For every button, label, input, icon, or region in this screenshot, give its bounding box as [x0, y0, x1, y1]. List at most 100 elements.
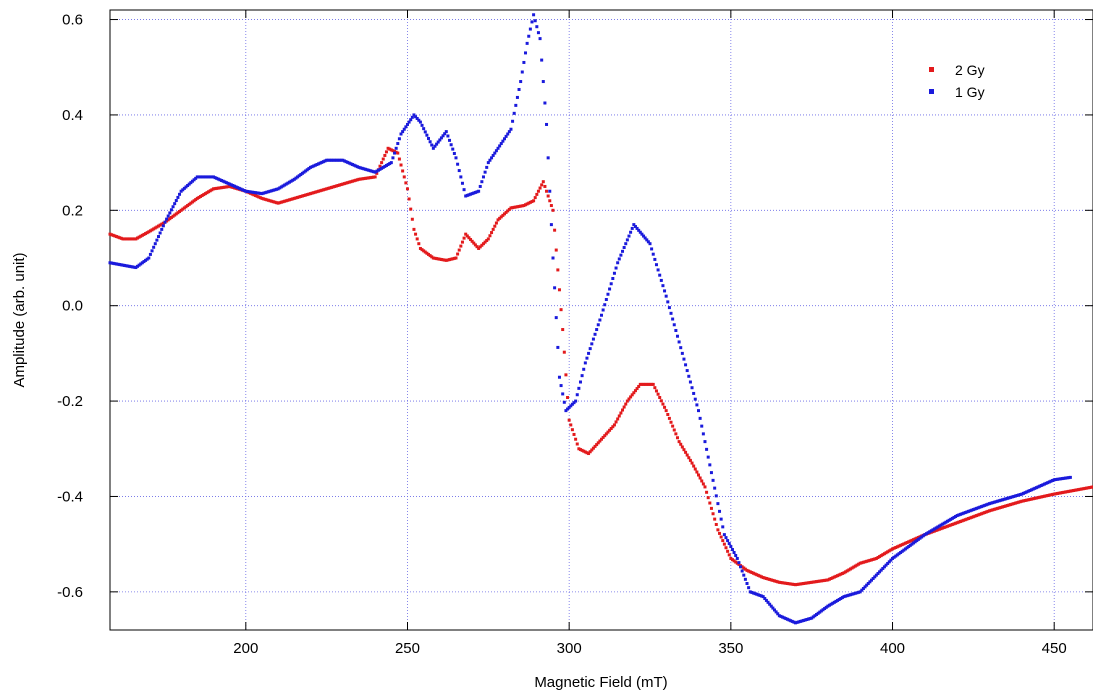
data-point — [709, 471, 713, 475]
data-point — [608, 287, 612, 291]
data-point — [481, 242, 485, 246]
data-point — [745, 582, 749, 585]
data-point — [423, 130, 427, 134]
data-point — [967, 509, 971, 513]
data-point — [423, 250, 427, 254]
data-point — [899, 543, 903, 547]
data-point — [165, 219, 169, 223]
data-point — [368, 176, 372, 180]
data-point — [700, 479, 704, 483]
data-point — [627, 234, 631, 238]
data-point — [310, 191, 314, 195]
data-point — [418, 246, 422, 250]
data-point — [422, 127, 426, 131]
data-point — [383, 153, 387, 157]
data-point — [957, 520, 961, 524]
data-point — [695, 470, 699, 474]
data-point — [355, 178, 359, 182]
data-point — [498, 144, 502, 148]
data-point — [1039, 495, 1043, 499]
data-point — [764, 576, 768, 580]
data-point — [126, 237, 130, 241]
data-point — [187, 182, 191, 186]
data-point — [827, 577, 831, 581]
data-point — [254, 191, 258, 195]
data-point — [962, 518, 966, 522]
data-point — [302, 170, 306, 174]
data-point — [1028, 489, 1032, 492]
data-point — [110, 261, 114, 265]
data-point — [976, 513, 980, 517]
data-point — [1033, 486, 1037, 490]
data-point — [705, 447, 709, 451]
data-point — [965, 517, 969, 521]
data-point — [1033, 496, 1037, 500]
data-point — [1044, 494, 1048, 498]
data-point — [323, 187, 327, 191]
data-point — [197, 195, 201, 199]
data-point — [766, 577, 770, 581]
data-point — [797, 620, 801, 624]
data-point — [275, 187, 279, 191]
data-point — [714, 522, 718, 526]
data-point — [840, 571, 844, 575]
data-point — [179, 189, 183, 193]
data-point — [958, 512, 962, 516]
data-point — [1018, 500, 1022, 504]
data-point — [784, 581, 788, 585]
data-point — [572, 432, 576, 436]
data-point — [331, 158, 335, 162]
data-point — [827, 603, 831, 607]
data-point — [612, 423, 616, 427]
data-point — [614, 266, 618, 270]
data-point — [116, 235, 120, 239]
data-point — [991, 508, 995, 512]
data-point — [540, 58, 544, 62]
data-point — [123, 237, 127, 241]
data-point — [351, 179, 355, 183]
data-point — [929, 529, 933, 533]
data-point — [939, 527, 943, 531]
data-point — [724, 536, 728, 540]
data-point — [157, 224, 161, 228]
data-point — [190, 179, 194, 183]
data-point — [389, 148, 393, 152]
data-point — [585, 451, 589, 455]
data-point — [648, 382, 652, 386]
data-point — [588, 347, 592, 351]
data-point — [907, 540, 911, 544]
data-point — [1046, 481, 1050, 485]
data-point — [777, 614, 781, 618]
data-point — [339, 158, 343, 162]
data-point — [1020, 492, 1024, 496]
data-point — [1059, 477, 1063, 481]
data-point — [307, 167, 311, 171]
data-point — [1062, 490, 1066, 494]
data-point — [740, 565, 744, 569]
data-point — [114, 262, 118, 266]
data-point — [158, 231, 162, 235]
data-point — [135, 236, 139, 240]
data-point — [596, 323, 600, 327]
data-point — [766, 600, 770, 604]
data-point — [1015, 501, 1019, 505]
data-point — [829, 602, 833, 606]
data-point — [701, 432, 705, 436]
data-point — [979, 512, 983, 516]
data-point — [365, 176, 369, 180]
data-point — [852, 565, 856, 569]
data-point — [714, 494, 718, 498]
data-point — [391, 149, 395, 153]
data-point — [457, 169, 461, 173]
data-point — [562, 400, 566, 404]
data-point — [590, 342, 594, 346]
data-point — [674, 328, 678, 332]
data-point — [847, 568, 851, 572]
data-point — [646, 240, 650, 244]
data-point — [1034, 486, 1038, 490]
data-point — [601, 435, 605, 439]
data-point — [405, 187, 409, 191]
data-point — [952, 515, 956, 519]
data-point — [848, 567, 852, 571]
data-point — [1085, 486, 1089, 490]
